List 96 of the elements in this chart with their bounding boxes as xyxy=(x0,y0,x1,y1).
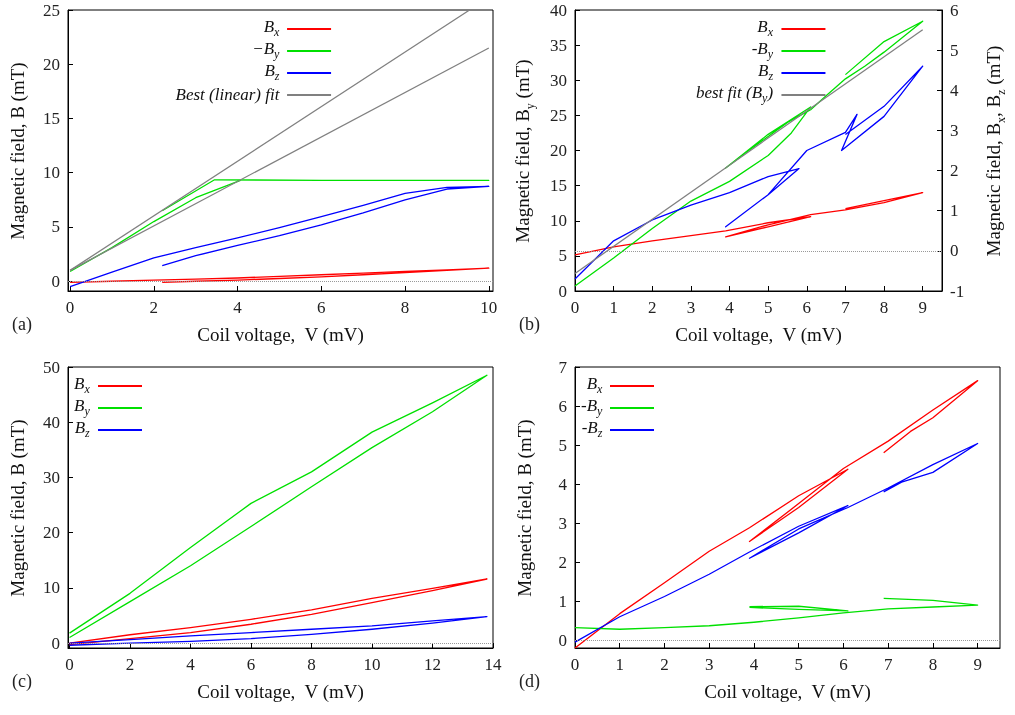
y2-tick-label: 2 xyxy=(950,161,959,181)
text: (b) xyxy=(519,314,540,335)
legend-label: B$_{z}$ xyxy=(74,418,90,442)
x-tick-label: 10 xyxy=(363,655,381,674)
x-tick-label: 2 xyxy=(125,655,135,674)
y-tick-label: 10 xyxy=(43,578,60,598)
x-tick-label: 4 xyxy=(233,298,243,317)
x-tick-label: 9 xyxy=(973,655,982,674)
legend-label: -B$_{z}$ xyxy=(581,418,603,442)
x-tick-label: 5 xyxy=(794,655,803,674)
x-tick-label: 4 xyxy=(186,655,196,674)
y-tick-label: 6 xyxy=(558,396,567,416)
y-axis-title: Magnetic field, B (mT) xyxy=(514,418,536,597)
legend-label: B$_{z}$ xyxy=(757,61,774,85)
y-tick-label: 35 xyxy=(550,35,567,55)
legend-label: best fit (B$_{y}$) xyxy=(695,83,774,107)
text: (d) xyxy=(519,671,540,692)
y-axis-title: Magnetic field, B (mT) xyxy=(7,418,29,597)
y-tick-label: 20 xyxy=(550,141,567,160)
x-axis-title: Coil voltage, V (mV) xyxy=(197,324,364,346)
x-tick-label: 5 xyxy=(763,298,773,317)
legend-label: B$_{x}$ xyxy=(263,17,280,41)
legend-label: -B$_{y}$ xyxy=(581,396,603,420)
y2-tick-label: 3 xyxy=(950,120,959,140)
x-tick-label: 9 xyxy=(918,298,927,317)
x-tick-label: 10 xyxy=(480,298,498,317)
x-tick-label: 6 xyxy=(839,655,848,674)
y-tick-label: 5 xyxy=(51,217,60,237)
x-axis-title: Coil voltage, V (mV) xyxy=(675,324,842,346)
y-tick-label: 0 xyxy=(558,630,567,650)
x-axis-title: Coil voltage, V (mV) xyxy=(197,681,364,703)
legend-label: B$_{x}$ xyxy=(757,17,774,41)
legend-label: B$_{y}$ xyxy=(74,396,90,420)
y-tick-label: 15 xyxy=(550,176,567,196)
text: (c) xyxy=(12,671,32,692)
x-tick-label: 1 xyxy=(609,298,618,317)
y-tick-label: 2 xyxy=(558,552,567,572)
y-tick-label: 30 xyxy=(550,70,567,90)
x-tick-label: 0 xyxy=(570,298,580,317)
legend-label: B$_{x}$ xyxy=(74,374,90,398)
x-tick-label: 2 xyxy=(648,298,657,317)
x-tick-label: 0 xyxy=(570,655,580,674)
x-tick-label: 7 xyxy=(883,655,893,674)
x-tick-label: 8 xyxy=(307,655,316,674)
x-tick-label: 0 xyxy=(65,298,75,317)
x-tick-label: 3 xyxy=(704,655,714,674)
y-tick-label: 20 xyxy=(43,54,60,74)
x-tick-label: 1 xyxy=(615,655,624,674)
y-tick-label: 0 xyxy=(51,633,60,653)
y-tick-label: 30 xyxy=(43,467,60,487)
y-tick-label: 10 xyxy=(550,211,567,231)
x-tick-label: 12 xyxy=(424,655,441,674)
x-tick-label: 8 xyxy=(879,298,889,317)
y-tick-label: 0 xyxy=(51,271,60,291)
y-tick-label: 50 xyxy=(43,357,60,377)
legend-label: -B$_{y}$ xyxy=(751,39,774,63)
y-axis-title: Magnetic field, B (mT) xyxy=(7,61,29,240)
legend-label: B$_{z}$ xyxy=(264,61,280,85)
x-tick-label: 14 xyxy=(484,655,502,674)
legend-label: B$_{x}$ xyxy=(586,374,603,398)
text: (a) xyxy=(12,314,32,335)
y2-tick-label: 4 xyxy=(950,80,959,100)
x-tick-label: 0 xyxy=(65,655,74,674)
legend-label: −B$_{y}$ xyxy=(252,39,280,63)
y2-tick-label: 1 xyxy=(950,201,959,221)
x-tick-label: 2 xyxy=(149,298,159,317)
x-axis-title: Coil voltage, V (mV) xyxy=(704,681,871,703)
y-tick-label: 10 xyxy=(43,163,60,183)
x-tick-label: 6 xyxy=(802,298,812,317)
y-tick-label: 4 xyxy=(558,474,568,494)
y-tick-label: 20 xyxy=(43,523,60,543)
y-tick-label: 15 xyxy=(43,108,60,128)
x-tick-label: 2 xyxy=(660,655,669,674)
x-tick-label: 7 xyxy=(841,298,851,317)
y-tick-label: 0 xyxy=(558,281,567,301)
x-tick-label: 8 xyxy=(928,655,938,674)
x-tick-label: 4 xyxy=(725,298,735,317)
y-tick-label: 5 xyxy=(558,435,567,455)
y-tick-label: 25 xyxy=(550,105,567,125)
y-tick-label: 40 xyxy=(550,0,567,20)
y-tick-label: 5 xyxy=(558,246,567,266)
x-tick-label: 3 xyxy=(686,298,696,317)
y-tick-label: 25 xyxy=(43,0,60,20)
y2-tick-label: -1 xyxy=(950,281,965,301)
y2-tick-label: 5 xyxy=(950,40,959,60)
y2-tick-label: 0 xyxy=(950,241,959,261)
x-tick-label: 6 xyxy=(246,655,256,674)
x-tick-label: 6 xyxy=(317,298,326,317)
y-tick-label: 40 xyxy=(43,412,60,432)
x-tick-label: 8 xyxy=(400,298,410,317)
y-tick-label: 3 xyxy=(558,513,567,533)
y2-tick-label: 6 xyxy=(950,0,959,20)
y-tick-label: 7 xyxy=(558,357,568,377)
legend-label: Best (linear) fit xyxy=(175,85,280,105)
x-tick-label: 4 xyxy=(749,655,759,674)
y-tick-label: 1 xyxy=(558,591,567,611)
